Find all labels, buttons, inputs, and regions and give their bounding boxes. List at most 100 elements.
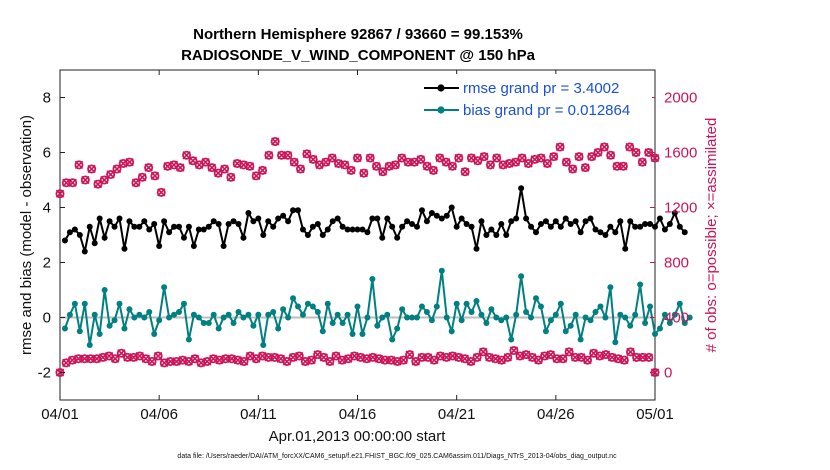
rmse-point (225, 221, 232, 227)
rmse-point (537, 221, 544, 227)
obs-circle (593, 147, 603, 157)
obs-marker (55, 189, 65, 199)
rmse-point (389, 223, 396, 230)
obs-marker (156, 187, 166, 197)
bias-point (577, 336, 584, 343)
rmse-point (671, 210, 678, 216)
obs-marker (405, 350, 415, 360)
bias-point (349, 331, 356, 337)
obs-circle (492, 153, 502, 163)
bias-point (656, 325, 663, 332)
bias-point (473, 298, 480, 304)
rmse-point (428, 210, 435, 216)
series-rmse (61, 185, 688, 255)
obs-circle (583, 355, 593, 365)
rmse-point (349, 226, 356, 233)
rmse-point (379, 234, 386, 241)
obs-circle (371, 161, 381, 171)
bias-point (299, 311, 306, 318)
obs-circle (270, 136, 280, 146)
bias-point (195, 314, 202, 321)
obs-cross (153, 351, 163, 361)
bias-point (185, 336, 192, 343)
bias-point (285, 314, 292, 321)
obs-marker (637, 157, 647, 167)
x-tick-label: 04/21 (438, 406, 476, 423)
bias-point (131, 314, 138, 321)
obs-circle (296, 164, 306, 174)
bias-point (523, 309, 530, 315)
rmse-point (215, 221, 222, 227)
rmse-point (384, 215, 391, 222)
rmse-point (582, 218, 589, 225)
obs-circle (306, 355, 316, 365)
obs-cross (74, 160, 84, 170)
rmse-point (478, 218, 485, 225)
obs-circle (428, 165, 438, 175)
obs-cross (503, 353, 512, 362)
obs-circle (466, 356, 476, 366)
rmse-point (111, 223, 118, 230)
bias-point (607, 284, 614, 291)
bias-point (542, 328, 549, 335)
obs-marker (125, 157, 135, 167)
y-tick-label: -2 (38, 365, 51, 382)
rmse-point (369, 215, 376, 222)
rmse-point (126, 218, 133, 225)
obs-circle (478, 347, 488, 357)
obs-cross (562, 157, 571, 167)
obs-marker (220, 164, 230, 174)
y2-tick-label: 1200 (664, 200, 697, 217)
obs-marker (137, 172, 147, 182)
obs-circle (606, 150, 616, 160)
obs-marker (68, 178, 78, 188)
obs-cross (558, 354, 568, 363)
obs-cross (347, 166, 356, 175)
obs-circle (289, 157, 299, 167)
bias-point (314, 309, 321, 315)
obs-cross (283, 151, 293, 160)
bias-point (200, 320, 207, 326)
rmse-point (131, 223, 138, 230)
obs-circle (533, 355, 543, 365)
obs-marker (399, 355, 409, 365)
bias-point (354, 303, 361, 310)
obs-circle (417, 352, 427, 362)
obs-marker (479, 152, 489, 162)
bias-point (235, 309, 242, 315)
obs-circle (258, 165, 268, 175)
obs-cross (638, 157, 647, 167)
rmse-point (676, 223, 683, 230)
y-axis-label: rmse and bias (model - observation) (18, 115, 35, 355)
x-tick-label: 04/01 (41, 406, 79, 423)
bias-point (334, 311, 341, 318)
rmse-point (627, 218, 634, 225)
rmse-point (409, 221, 416, 227)
bias-point (592, 309, 599, 315)
bias-point (116, 300, 123, 307)
obs-circle (106, 169, 116, 179)
obs-marker (264, 150, 274, 160)
legend: rmse grand pr = 3.4002 bias grand pr = 0… (416, 74, 652, 122)
obs-circle (125, 157, 135, 167)
bias-point (418, 303, 425, 310)
bias-point (552, 311, 559, 318)
bias-point (389, 336, 396, 343)
obs-circle (509, 345, 519, 355)
obs-circle (618, 161, 628, 171)
rmse-point (270, 223, 277, 230)
rmse-point (453, 223, 460, 230)
obs-circle (441, 157, 451, 167)
bias-point (513, 311, 520, 318)
obs-cross (176, 163, 185, 172)
y2-axis-label: # of obs: o=possible; ×=assimilated (703, 118, 720, 353)
obs-circle (558, 354, 568, 364)
obs-circle (523, 158, 533, 168)
bias-point (438, 267, 445, 274)
bias-point (270, 309, 277, 315)
rmse-point (647, 221, 654, 227)
obs-circle (625, 142, 635, 152)
obs-circle (150, 171, 160, 181)
rmse-point (528, 223, 535, 230)
obs-circle (473, 156, 483, 166)
